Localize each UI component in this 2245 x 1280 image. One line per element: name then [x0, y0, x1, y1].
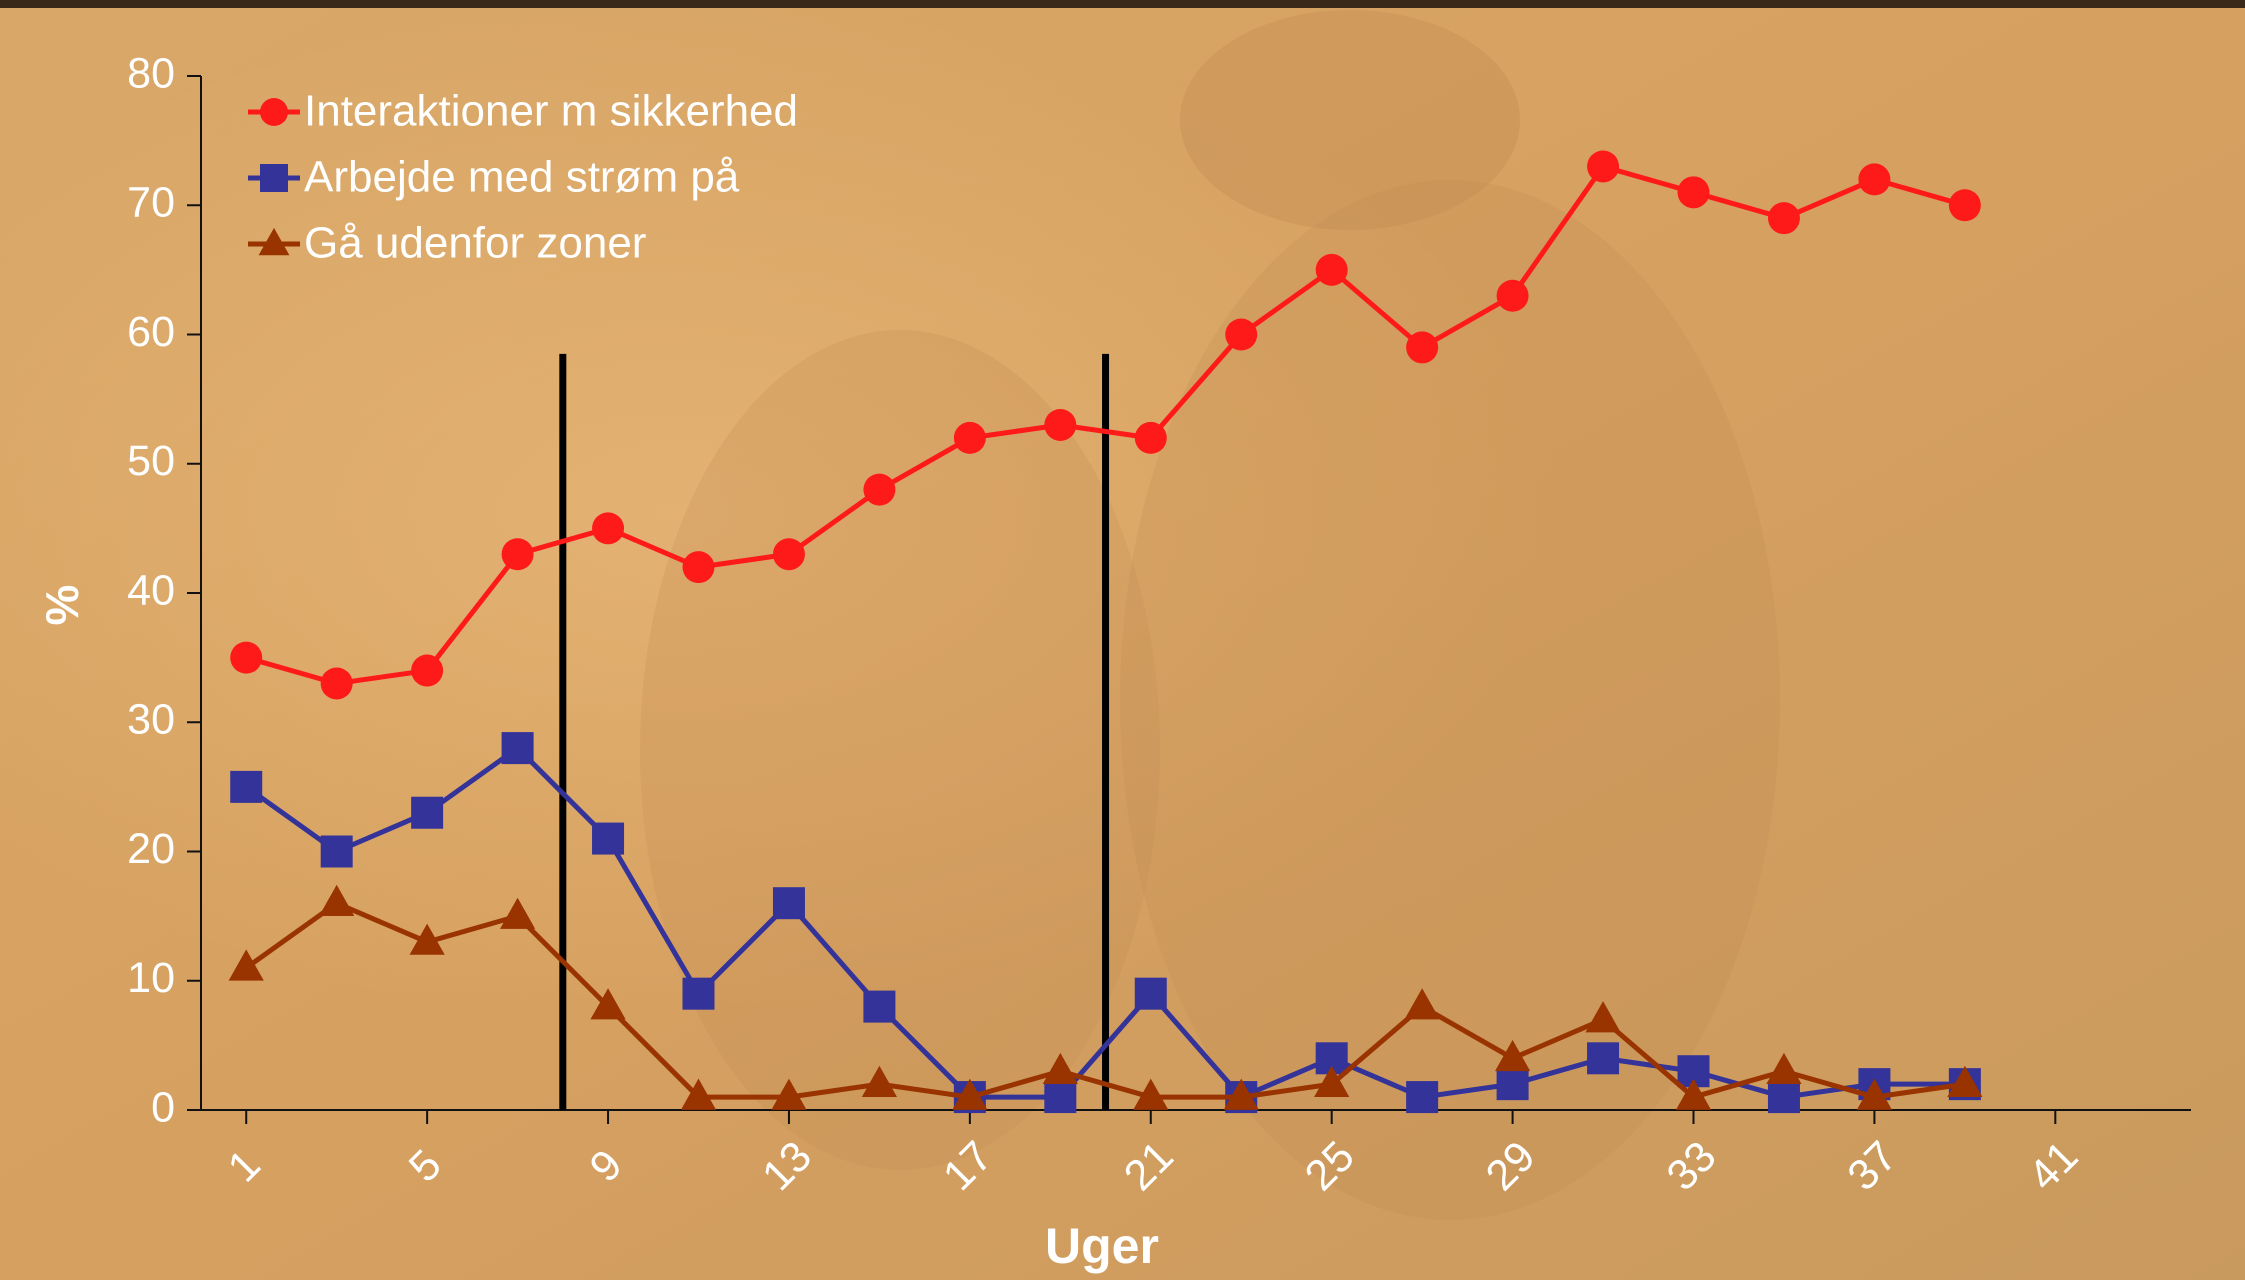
- y-axis-title: %: [36, 585, 88, 626]
- data-point: [321, 667, 353, 699]
- data-point: [1768, 202, 1800, 234]
- data-point: [863, 991, 895, 1023]
- data-point: [411, 655, 443, 687]
- x-axis-title: Uger: [1045, 1218, 1159, 1274]
- background-figure: [640, 330, 1160, 1170]
- data-point: [1406, 331, 1438, 363]
- data-point: [1497, 280, 1529, 312]
- y-tick-label: 30: [127, 696, 175, 744]
- data-point: [592, 823, 624, 855]
- data-point: [773, 538, 805, 570]
- legend-label: Arbejde med strøm på: [304, 153, 740, 202]
- data-point: [411, 797, 443, 829]
- top-edge: [0, 0, 2245, 8]
- y-tick-label: 70: [127, 179, 175, 227]
- data-point: [683, 978, 715, 1010]
- y-tick-label: 20: [127, 825, 175, 873]
- data-point: [321, 836, 353, 868]
- data-point: [1949, 189, 1981, 221]
- data-point: [1497, 1068, 1529, 1100]
- legend-marker: [260, 164, 288, 192]
- data-point: [230, 642, 262, 674]
- data-point: [1135, 978, 1167, 1010]
- data-point: [502, 538, 534, 570]
- y-tick-label: 0: [151, 1083, 175, 1131]
- y-tick-label: 50: [127, 437, 175, 485]
- y-tick-label: 40: [127, 566, 175, 614]
- legend-label: Interaktioner m sikkerhed: [304, 87, 798, 136]
- data-point: [954, 422, 986, 454]
- y-tick-label: 10: [127, 954, 175, 1002]
- data-point: [683, 551, 715, 583]
- y-tick-label: 60: [127, 308, 175, 356]
- legend-marker: [260, 98, 288, 126]
- data-point: [502, 732, 534, 764]
- data-point: [1678, 176, 1710, 208]
- data-point: [230, 771, 262, 803]
- data-point: [1587, 1042, 1619, 1074]
- data-point: [1768, 1081, 1800, 1113]
- data-point: [1044, 1081, 1076, 1113]
- data-point: [592, 512, 624, 544]
- data-point: [1406, 1081, 1438, 1113]
- data-point: [773, 887, 805, 919]
- data-point: [1225, 319, 1257, 351]
- data-point: [863, 474, 895, 506]
- data-point: [1858, 163, 1890, 195]
- legend-label: Gå udenfor zoner: [304, 219, 646, 268]
- data-point: [1587, 150, 1619, 182]
- data-point: [1044, 409, 1076, 441]
- y-tick-label: 80: [127, 49, 175, 97]
- data-point: [1135, 422, 1167, 454]
- data-point: [1316, 254, 1348, 286]
- chart: Uger % 010203040506070801591317212529333…: [0, 0, 2245, 1280]
